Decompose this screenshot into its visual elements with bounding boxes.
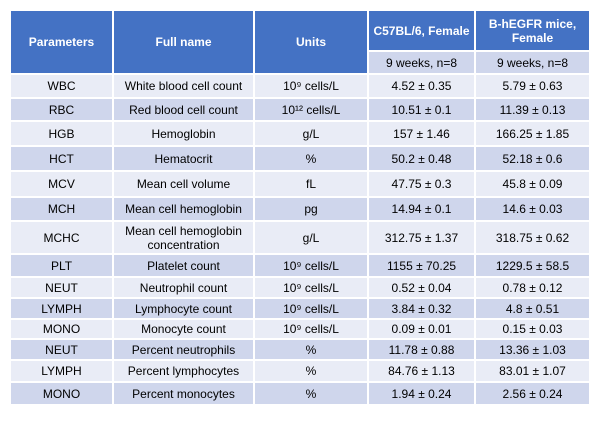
table-cell: 10⁹ cells/L <box>253 276 369 299</box>
table-cell: NEUT <box>9 338 114 361</box>
table-body: WBC White blood cell count 10⁹ cells/L 4.52… <box>9 73 591 406</box>
table-cell: 10⁹ cells/L <box>253 253 369 278</box>
table-cell: 2.56 ± 0.24 <box>474 381 591 406</box>
table-cell: % <box>253 359 369 383</box>
table-row: NEUT Neutrophil count 10⁹ cells/L 0.52 ± 0.… <box>9 276 591 299</box>
table-cell: 0.78 ± 0.12 <box>474 276 591 299</box>
table-cell: 84.76 ± 1.13 <box>367 359 476 383</box>
table-cell: Mean cell hemoglobin concentration <box>112 220 255 255</box>
header-cell: Full name <box>112 9 255 75</box>
table-cell: 45.8 ± 0.09 <box>474 170 591 198</box>
table-cell: 11.39 ± 0.13 <box>474 97 591 122</box>
table-cell: 14.6 ± 0.03 <box>474 196 591 222</box>
table-row: MCV Mean cell volume fL 47.75 ± 0.3 45.8 ± 0… <box>9 170 591 198</box>
table-cell: RBC <box>9 97 114 122</box>
table-cell: 10¹² cells/L <box>253 97 369 122</box>
header-cell: Units <box>253 9 369 75</box>
table-row: WBC White blood cell count 10⁹ cells/L 4.52… <box>9 73 591 99</box>
table-cell: g/L <box>253 220 369 255</box>
table-cell: 10⁹ cells/L <box>253 297 369 320</box>
table-cell: 10⁹ cells/L <box>253 73 369 99</box>
table-cell: 11.78 ± 0.88 <box>367 338 476 361</box>
table-cell: 318.75 ± 0.62 <box>474 220 591 255</box>
header-cell: Parameters <box>9 9 114 75</box>
table-cell: % <box>253 381 369 406</box>
table-row: RBC Red blood cell count 10¹² cells/L 10.51… <box>9 97 591 122</box>
table-cell: fL <box>253 170 369 198</box>
table-cell: 10⁹ cells/L <box>253 318 369 340</box>
table-cell: MCHC <box>9 220 114 255</box>
table-cell: 4.8 ± 0.51 <box>474 297 591 320</box>
table-cell: Percent lymphocytes <box>112 359 255 383</box>
subheader-cell: 9 weeks, n=8 <box>367 50 476 75</box>
table-cell: 50.2 ± 0.48 <box>367 145 476 172</box>
table-cell: MCV <box>9 170 114 198</box>
header-cell: B-hEGFR mice, Female <box>474 9 591 52</box>
table-cell: HCT <box>9 145 114 172</box>
table-row: HGB Hemoglobin g/L 157 ± 1.46 166.25 ± 1.85 <box>9 120 591 147</box>
table-cell: 1.94 ± 0.24 <box>367 381 476 406</box>
table-cell: 83.01 ± 1.07 <box>474 359 591 383</box>
table-cell: Lymphocyte count <box>112 297 255 320</box>
table-cell: 4.52 ± 0.35 <box>367 73 476 99</box>
table-cell: 0.52 ± 0.04 <box>367 276 476 299</box>
table-cell: g/L <box>253 120 369 147</box>
table-cell: MONO <box>9 318 114 340</box>
table-cell: NEUT <box>9 276 114 299</box>
table-cell: 52.18 ± 0.6 <box>474 145 591 172</box>
header-cell: C57BL/6, Female <box>367 9 476 52</box>
table-cell: Red blood cell count <box>112 97 255 122</box>
table-cell: 13.36 ± 1.03 <box>474 338 591 361</box>
table-cell: 3.84 ± 0.32 <box>367 297 476 320</box>
table-cell: Hematocrit <box>112 145 255 172</box>
table-cell: 1155 ± 70.25 <box>367 253 476 278</box>
table-cell: Mean cell volume <box>112 170 255 198</box>
table-cell: Percent neutrophils <box>112 338 255 361</box>
table-cell: 14.94 ± 0.1 <box>367 196 476 222</box>
table-cell: 157 ± 1.46 <box>367 120 476 147</box>
table-cell: WBC <box>9 73 114 99</box>
table-cell: MONO <box>9 381 114 406</box>
table-cell: 0.15 ± 0.03 <box>474 318 591 340</box>
table-cell: 5.79 ± 0.63 <box>474 73 591 99</box>
table-row: MONO Monocyte count 10⁹ cells/L 0.09 ± 0.01… <box>9 318 591 340</box>
table-cell: pg <box>253 196 369 222</box>
table-cell: LYMPH <box>9 359 114 383</box>
table-cell: Mean cell hemoglobin <box>112 196 255 222</box>
table-row: MCHC Mean cell hemoglobin concentration g/… <box>9 220 591 255</box>
table-row: NEUT Percent neutrophils% 11.78 ± 0.88 13.3… <box>9 338 591 361</box>
table-cell: Percent monocytes <box>112 381 255 406</box>
table-row: MCH Mean cell hemoglobin pg 14.94 ± 0.1 14.6… <box>9 196 591 222</box>
table-row: MONO Percent monocytes% 1.94 ± 0.24 2.56 ± … <box>9 381 591 406</box>
table-cell: 166.25 ± 1.85 <box>474 120 591 147</box>
subheader-cell: 9 weeks, n=8 <box>474 50 591 75</box>
table-cell: LYMPH <box>9 297 114 320</box>
table-cell: 10.51 ± 0.1 <box>367 97 476 122</box>
table-cell: Monocyte count <box>112 318 255 340</box>
table-cell: 1229.5 ± 58.5 <box>474 253 591 278</box>
table-cell: 47.75 ± 0.3 <box>367 170 476 198</box>
table-cell: Hemoglobin <box>112 120 255 147</box>
table-cell: White blood cell count <box>112 73 255 99</box>
table-cell: HGB <box>9 120 114 147</box>
table-cell: 0.09 ± 0.01 <box>367 318 476 340</box>
table-row: LYMPH Lymphocyte count 10⁹ cells/L 3.84 ± 0… <box>9 297 591 320</box>
table-row: HCT Hematocrit% 50.2 ± 0.48 52.18 ± 0.6 <box>9 145 591 172</box>
table-cell: Platelet count <box>112 253 255 278</box>
table-cell: Neutrophil count <box>112 276 255 299</box>
table-row: PLT Platelet count 10⁹ cells/L 1155 ± 70.25… <box>9 253 591 278</box>
table-cell: 312.75 ± 1.37 <box>367 220 476 255</box>
table-cell: % <box>253 145 369 172</box>
table-row: LYMPH Percent lymphocytes% 84.76 ± 1.13 83.… <box>9 359 591 383</box>
table-cell: % <box>253 338 369 361</box>
data-table: Parameters Full name Units C57BL/6, Fema… <box>9 9 591 406</box>
table-cell: PLT <box>9 253 114 278</box>
table-cell: MCH <box>9 196 114 222</box>
